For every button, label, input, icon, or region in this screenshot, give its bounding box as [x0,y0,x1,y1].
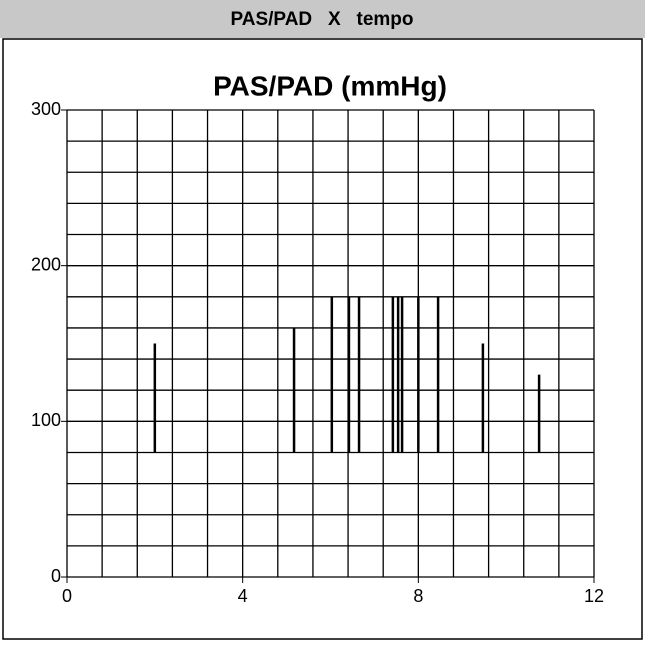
x-tick-label: 0 [62,586,72,606]
x-tick-label: 12 [584,586,604,606]
y-tick-label: 0 [51,566,61,586]
chart-title: PAS/PAD (mmHg) [213,70,447,101]
header-bar [0,0,645,38]
x-tick-label: 8 [413,586,423,606]
header-title: PAS/PAD X tempo [231,9,414,30]
y-tick-label: 200 [31,254,61,274]
x-tick-label: 4 [238,586,248,606]
y-tick-label: 100 [31,410,61,430]
frame [2,38,643,640]
y-tick-label: 300 [31,99,61,119]
